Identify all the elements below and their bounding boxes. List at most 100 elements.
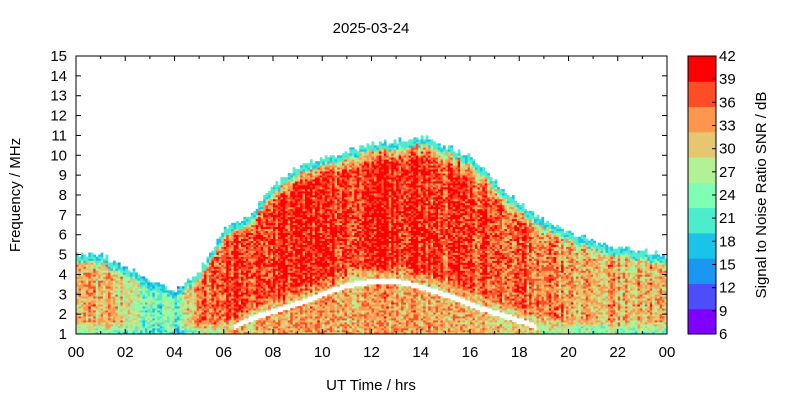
heatmap-cell (297, 222, 301, 226)
heatmap-cell (231, 316, 234, 319)
heatmap-cell (314, 330, 318, 333)
heatmap-cell (112, 314, 116, 317)
heatmap-cell (236, 242, 239, 245)
heatmap-cell (196, 310, 200, 313)
heatmap-cell (216, 306, 220, 309)
heatmap-cell (169, 290, 173, 293)
heatmap-cell (305, 322, 308, 325)
heatmap-cell (297, 195, 301, 198)
heatmap-cell (285, 266, 289, 269)
heatmap-cell (88, 306, 92, 309)
heatmap-cell (307, 276, 311, 279)
heatmap-cell (211, 268, 215, 271)
heatmap-cell (290, 328, 293, 331)
heatmap-cell (305, 173, 308, 176)
heatmap-cell (226, 282, 229, 285)
heatmap-cell (140, 278, 143, 281)
heatmap-cell (130, 296, 133, 299)
heatmap-cell (105, 318, 109, 321)
heatmap-cell (258, 244, 261, 247)
heatmap-cell (273, 274, 276, 277)
heatmap-cell (250, 286, 254, 289)
heatmap-cell (268, 282, 271, 285)
heatmap-cell (324, 179, 328, 182)
heatmap-cell (322, 183, 326, 186)
heatmap-cell (300, 270, 303, 273)
heatmap-cell (285, 193, 289, 196)
heatmap-cell (167, 304, 170, 307)
heatmap-cell (149, 312, 153, 315)
heatmap-cell (144, 312, 148, 315)
heatmap-cell (110, 294, 114, 297)
heatmap-cell (292, 312, 296, 315)
heatmap-cell (238, 302, 242, 305)
heatmap-cell (218, 256, 222, 259)
heatmap-cell (314, 292, 318, 295)
heatmap-cell (194, 320, 197, 323)
heatmap-cell (255, 264, 259, 267)
heatmap-cell (250, 312, 254, 315)
heatmap-cell (233, 280, 237, 283)
heatmap-cell (194, 306, 197, 309)
heatmap-cell (275, 189, 279, 192)
heatmap-cell (137, 316, 141, 319)
heatmap-cell (189, 326, 193, 329)
heatmap-cell (265, 278, 269, 281)
heatmap-cell (314, 167, 318, 170)
heatmap-cell (317, 250, 321, 253)
heatmap-cell (108, 288, 111, 291)
heatmap-cell (277, 212, 281, 216)
heatmap-cell (211, 320, 215, 323)
heatmap-cell (83, 324, 87, 327)
heatmap-cell (307, 304, 311, 307)
heatmap-cell (253, 252, 257, 255)
heatmap-cell (231, 282, 234, 285)
heatmap-cell (285, 177, 289, 180)
heatmap-cell (309, 218, 313, 222)
heatmap-cell (167, 314, 170, 317)
heatmap-cell (100, 266, 104, 269)
heatmap-cell (270, 324, 274, 327)
heatmap-cell (243, 234, 247, 237)
heatmap-cell (226, 304, 229, 307)
heatmap-cell (201, 270, 205, 273)
heatmap-cell (223, 278, 227, 281)
heatmap-cell (268, 236, 271, 239)
heatmap-cell (132, 314, 136, 317)
heatmap-cell (302, 228, 306, 232)
heatmap-cell (83, 296, 87, 299)
heatmap-cell (277, 286, 281, 289)
heatmap-cell (231, 298, 234, 301)
heatmap-cell (130, 332, 133, 335)
heatmap-cell (290, 173, 293, 176)
heatmap-cell (287, 177, 291, 180)
heatmap-cell (196, 320, 200, 323)
heatmap-cell (149, 284, 153, 287)
heatmap-cell (120, 280, 124, 283)
heatmap-cell (135, 326, 138, 329)
heatmap-cell (201, 326, 205, 329)
heatmap-cell (80, 272, 84, 275)
heatmap-cell (290, 248, 293, 251)
heatmap-cell (221, 256, 225, 259)
heatmap-cell (282, 236, 286, 239)
heatmap-cell (80, 288, 84, 291)
heatmap-cell (250, 242, 254, 245)
heatmap-cell (238, 298, 242, 301)
heatmap-cell (322, 320, 326, 323)
heatmap-cell (300, 310, 303, 313)
heatmap-cell (226, 274, 229, 277)
heatmap-cell (213, 266, 217, 269)
heatmap-cell (248, 330, 252, 333)
heatmap-cell (275, 218, 279, 222)
heatmap-cell (108, 296, 111, 299)
heatmap-cell (250, 238, 254, 241)
heatmap-cell (88, 266, 92, 269)
heatmap-cell (105, 308, 109, 311)
heatmap-cell (324, 210, 328, 214)
heatmap-cell (290, 268, 293, 271)
heatmap-cell (314, 224, 318, 228)
heatmap-cell (258, 318, 261, 321)
heatmap-cell (228, 306, 232, 309)
heatmap-cell (322, 222, 326, 226)
